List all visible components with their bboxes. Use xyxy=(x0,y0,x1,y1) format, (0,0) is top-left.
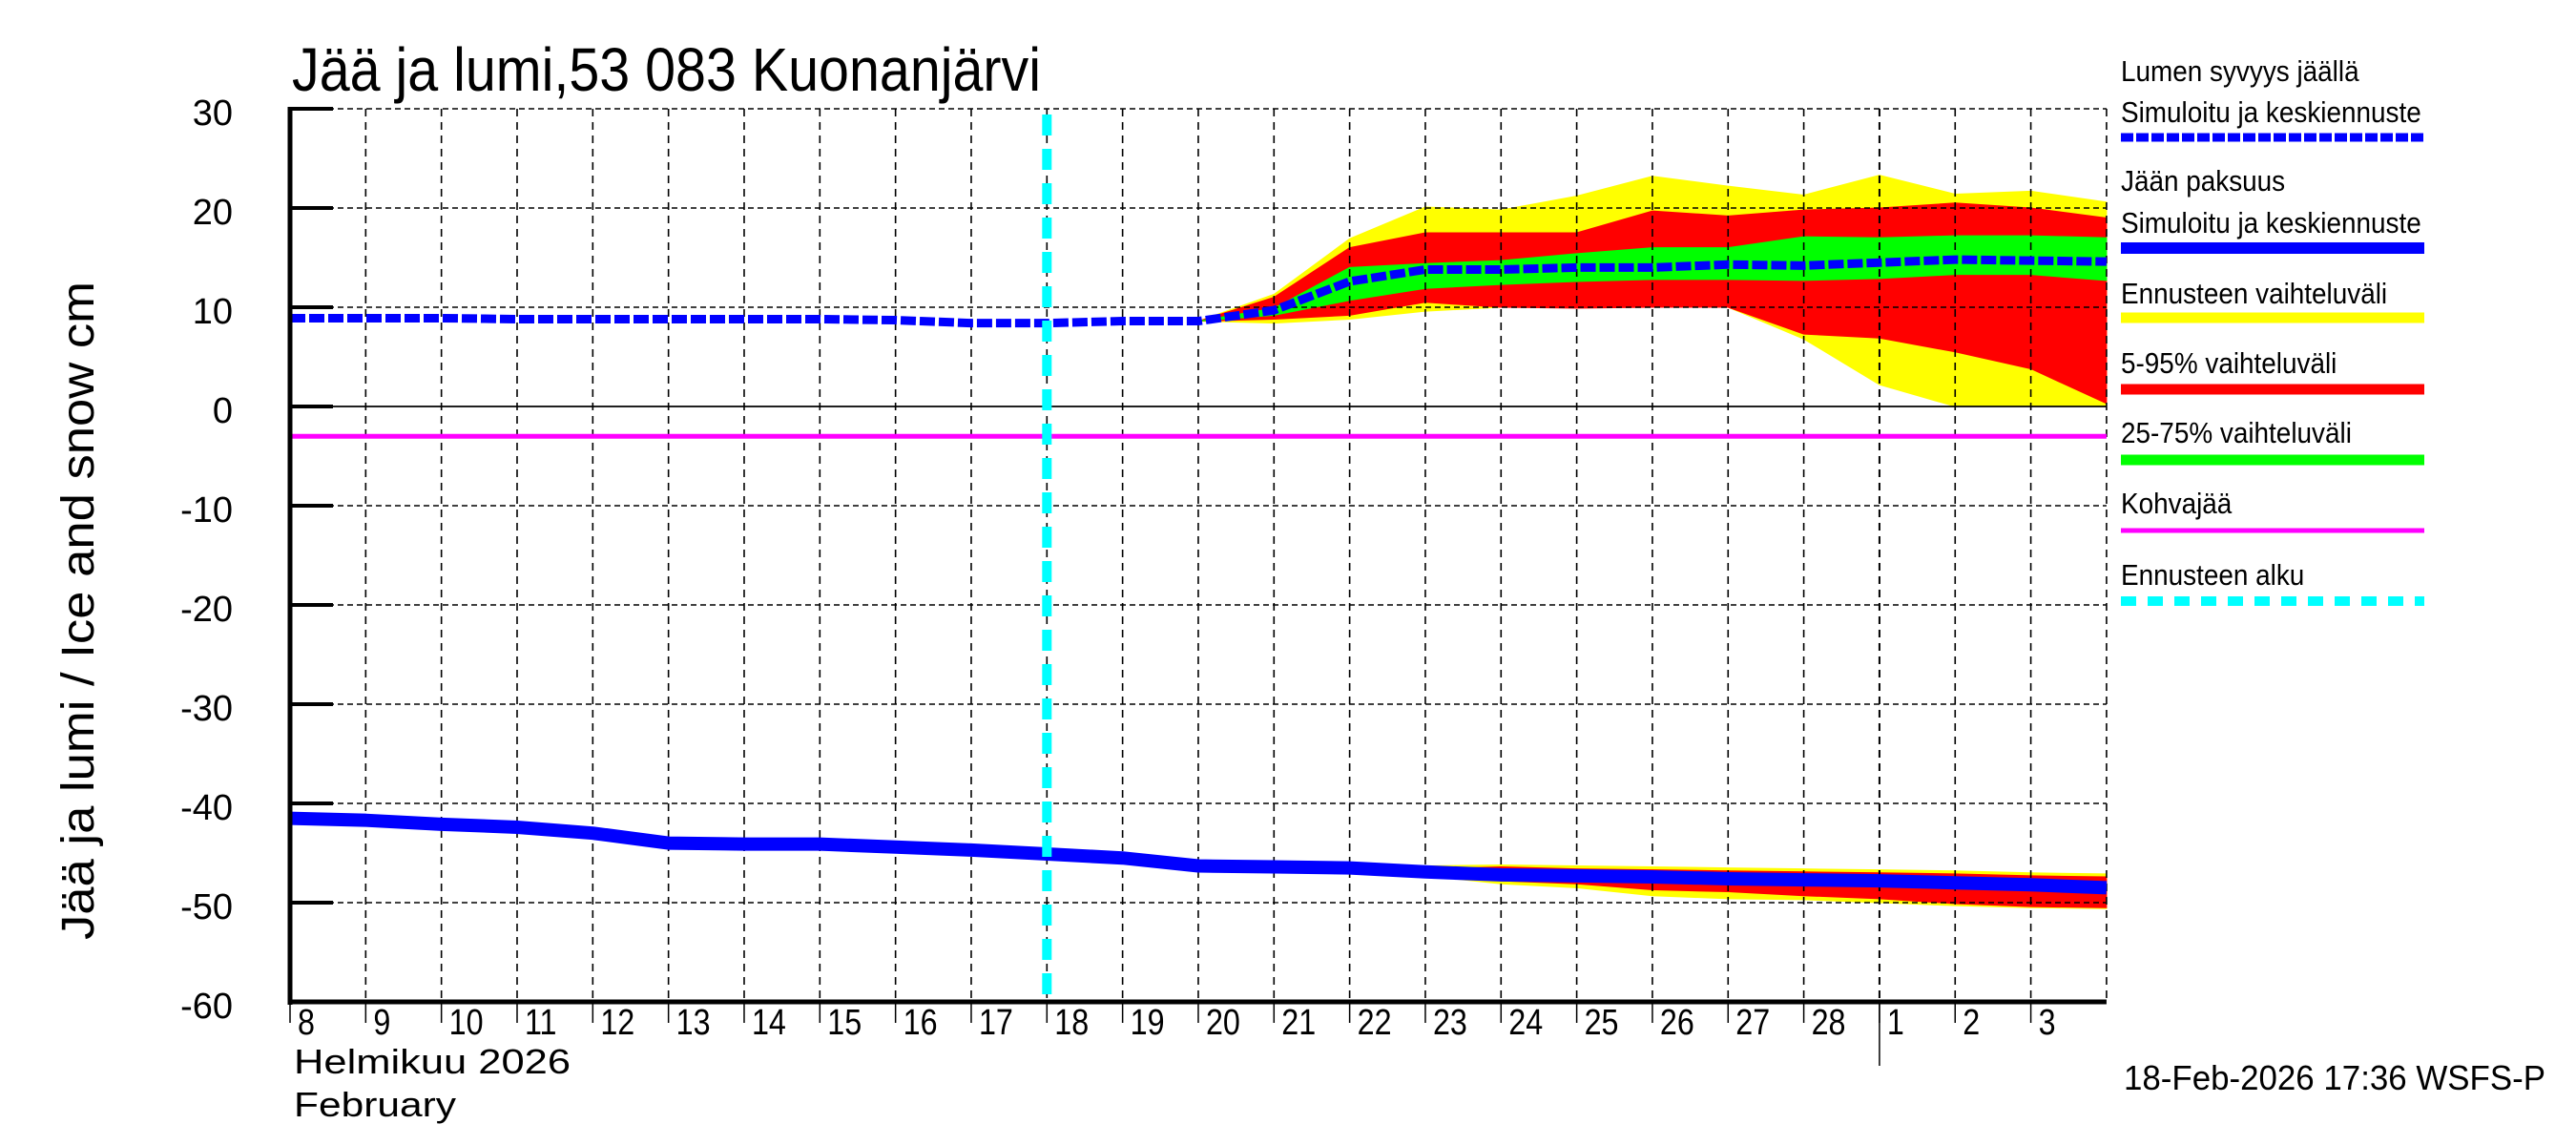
x-tick-label: 15 xyxy=(827,1003,862,1043)
data-series xyxy=(289,114,2108,1002)
x-tick-label: 23 xyxy=(1433,1003,1467,1043)
x-tick-label: 21 xyxy=(1281,1003,1316,1043)
y-tick-label: 30 xyxy=(193,94,233,134)
x-tick-label: 28 xyxy=(1812,1003,1846,1043)
x-tick-label: 17 xyxy=(979,1003,1013,1043)
x-axis-label-english: February xyxy=(294,1085,456,1124)
y-tick-label: -30 xyxy=(180,689,233,729)
legend-item: 5-95% vaihteluväli xyxy=(2121,347,2424,395)
x-tick-label: 16 xyxy=(904,1003,938,1043)
x-tick-label: 12 xyxy=(600,1003,634,1043)
axes xyxy=(287,107,2107,1023)
legend-item: Kohvajää xyxy=(2121,488,2424,533)
legend-label: 5-95% vaihteluväli xyxy=(2121,347,2337,381)
x-tick-labels: 8 9 10 11 12 13 14 15 16 17 18 19 20 21 22 23 24 25 26 27 28… xyxy=(298,1003,2056,1043)
x-tick-label: 24 xyxy=(1508,1003,1543,1043)
legend-sublabel: Simuloitu ja keskiennuste xyxy=(2121,96,2421,130)
legend-item: Jään paksuus Simuloitu ja keskiennuste xyxy=(2121,165,2424,254)
legend-item: Ennusteen vaihteluväli xyxy=(2121,278,2424,323)
legend-label: 25-75% vaihteluväli xyxy=(2121,417,2352,450)
x-tick-label: 8 xyxy=(298,1003,315,1043)
x-tick-label: 10 xyxy=(449,1003,484,1043)
legend-label: Kohvajää xyxy=(2121,488,2233,521)
legend-sublabel: Simuloitu ja keskiennuste xyxy=(2121,207,2421,240)
y-tick-label: -50 xyxy=(180,887,233,927)
x-tick-label: 20 xyxy=(1206,1003,1240,1043)
y-tick-label: 20 xyxy=(193,193,233,233)
ice-thickness-line xyxy=(289,811,2108,895)
y-tick-label: -40 xyxy=(180,788,233,828)
x-tick-label: 2 xyxy=(1963,1003,1980,1043)
x-tick-label: 9 xyxy=(373,1003,390,1043)
legend-item: Lumen syvyys jäällä Simuloitu ja keskienn… xyxy=(2121,55,2424,142)
x-tick-label: 13 xyxy=(676,1003,711,1043)
y-tick-labels: 30 20 10 0 -10 -20 -30 -40 -50 -60 xyxy=(180,94,233,1027)
x-tick-label: 1 xyxy=(1887,1003,1904,1043)
y-tick-label: 10 xyxy=(193,292,233,332)
legend-label: Ennusteen vaihteluväli xyxy=(2121,278,2387,311)
x-tick-label: 3 xyxy=(2039,1003,2056,1043)
chart-title: Jää ja lumi,53 083 Kuonanjärvi xyxy=(292,35,1041,104)
x-tick-label: 22 xyxy=(1358,1003,1392,1043)
y-tick-label: -10 xyxy=(180,490,233,531)
y-tick-label: -60 xyxy=(180,987,233,1027)
legend-item: 25-75% vaihteluväli xyxy=(2121,417,2424,466)
timestamp: 18-Feb-2026 17:36 WSFS-P xyxy=(2124,1058,2545,1097)
x-tick-label: 11 xyxy=(525,1003,557,1043)
x-tick-label: 19 xyxy=(1131,1003,1165,1043)
legend-label: Jään paksuus xyxy=(2121,165,2285,198)
legend-label: Ennusteen alku xyxy=(2121,559,2304,593)
x-tick-label: 18 xyxy=(1054,1003,1089,1043)
legend-item: Ennusteen alku xyxy=(2121,559,2424,606)
legend: Lumen syvyys jäällä Simuloitu ja keskienn… xyxy=(2121,55,2424,606)
snow-depth-line xyxy=(290,255,2107,328)
x-tick-label: 14 xyxy=(752,1003,786,1043)
y-tick-label: 0 xyxy=(213,391,233,431)
legend-label: Lumen syvyys jäällä xyxy=(2121,55,2359,89)
x-tick-label: 25 xyxy=(1585,1003,1619,1043)
x-tick-label: 26 xyxy=(1660,1003,1694,1043)
x-axis-label-finnish: Helmikuu 2026 xyxy=(294,1042,571,1081)
y-axis-label: Jää ja lumi / Ice and snow cm xyxy=(53,281,104,940)
y-tick-label: -20 xyxy=(180,590,233,630)
x-tick-label: 27 xyxy=(1735,1003,1770,1043)
